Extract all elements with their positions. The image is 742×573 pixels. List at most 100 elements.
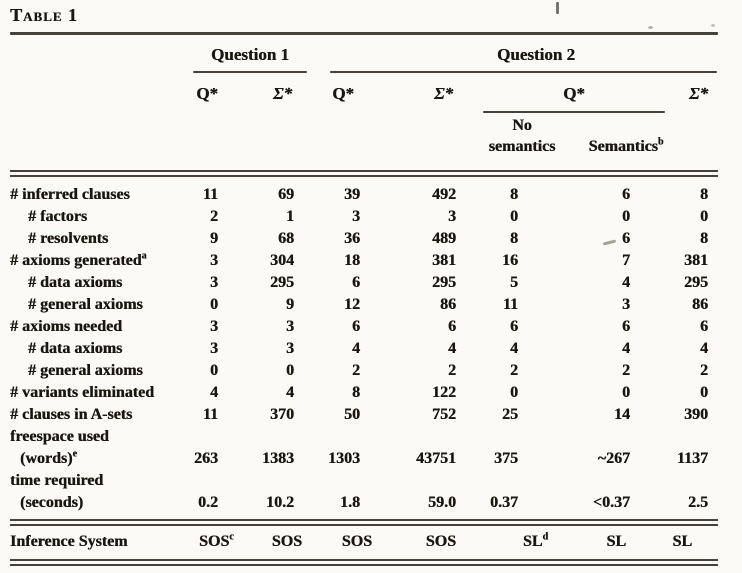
no-semantics-line2: semantics <box>488 138 556 155</box>
cell-q2-sigmastar-2: 86 <box>692 296 708 313</box>
cell-q2-sigmastar: 381 <box>432 252 456 269</box>
cell-q1-qstar: 9 <box>210 230 218 247</box>
cell-q2-sigmastar: 295 <box>432 274 456 291</box>
cell-q1-qstar: 3 <box>210 340 218 357</box>
col-header-q1-sigmastar: Σ* <box>272 84 292 103</box>
cell-q2-no-semantics: 375 <box>494 450 518 467</box>
cell-q1-qstar: 0.2 <box>198 494 218 511</box>
cell-q2-sigmastar-2: 0 <box>700 384 708 401</box>
cell-q2-semantics: <0.37 <box>592 494 630 511</box>
footer-q1-sigmastar: SOS <box>271 533 302 550</box>
question1-group-header: Question 1 <box>211 45 289 64</box>
cell-q2-semantics: 4 <box>622 274 630 291</box>
cell-q2-qstar: 18 <box>344 252 360 269</box>
qstar-subgroup-rule <box>483 111 665 113</box>
footer-q2-qstar: SOS <box>341 533 372 550</box>
cell-q1-qstar: 2 <box>210 208 218 225</box>
cell-q2-sigmastar-2: 2.5 <box>688 494 708 511</box>
cell-q2-semantics: 7 <box>622 252 630 269</box>
cell-q1-qstar: 11 <box>202 186 218 203</box>
row-label: # axioms generateda <box>10 250 147 269</box>
cell-q1-sigmastar: 69 <box>278 186 294 203</box>
cell-q2-sigmastar-2: 2 <box>700 362 708 379</box>
table-title: Table 1 <box>10 5 78 25</box>
cell-q2-no-semantics: 0 <box>510 208 518 225</box>
scan-speck <box>711 24 715 27</box>
cell-q1-qstar: 3 <box>210 252 218 269</box>
cell-q2-sigmastar: 489 <box>432 230 456 247</box>
cell-q1-sigmastar: 3 <box>286 340 294 357</box>
cell-q2-sigmastar-2: 381 <box>684 252 708 269</box>
cell-q2-qstar: 36 <box>344 230 360 247</box>
cell-q1-qstar: 11 <box>202 406 218 423</box>
row-label: # data axioms <box>28 274 123 291</box>
cell-q1-sigmastar: 10.2 <box>266 494 294 511</box>
cell-q1-sigmastar: 1383 <box>262 450 294 467</box>
cell-q2-semantics: 0 <box>622 208 630 225</box>
cell-q2-sigmastar-2: 0 <box>700 208 708 225</box>
cell-q2-qstar: 4 <box>352 340 360 357</box>
cell-q1-sigmastar: 295 <box>270 274 294 291</box>
cell-q2-qstar: 3 <box>352 208 360 225</box>
cell-q2-sigmastar <box>360 470 456 492</box>
col-header-semantics: Semanticsb <box>574 136 678 156</box>
table-footer: Inference System SOSc SOS SOS SOS SLd SL SL <box>10 530 708 554</box>
cell-q2-no-semantics: 25 <box>502 406 518 423</box>
cell-q2-sigmastar: 122 <box>432 384 456 401</box>
cell-q2-qstar: 39 <box>344 186 360 203</box>
cell-q2-semantics: 2 <box>622 362 630 379</box>
cell-q2-no-semantics: 16 <box>502 252 518 269</box>
top-rule <box>10 32 718 35</box>
cell-q1-qstar: 263 <box>194 450 218 467</box>
footer-q2-sigmastar-2: SL <box>672 533 692 550</box>
question2-group-rule <box>330 71 717 73</box>
col-header-q2-qstar: Q* <box>332 84 354 103</box>
cell-q2-sigmastar: 4 <box>448 340 456 357</box>
cell-q2-qstar: 50 <box>344 406 360 423</box>
no-semantics-line1: No <box>512 117 532 134</box>
cell-q2-semantics: ~267 <box>597 450 630 467</box>
cell-q1-sigmastar: 370 <box>270 406 294 423</box>
row-label: freespace used <box>10 428 109 445</box>
cell-q2-sigmastar-2: 390 <box>684 406 708 423</box>
cell-q1-qstar: 0 <box>210 362 218 379</box>
body-footer-separator-rule <box>10 519 718 526</box>
col-header-no-semantics: No semantics <box>466 115 578 157</box>
row-label: # resolvents <box>28 230 109 247</box>
row-label: # factors <box>28 208 88 225</box>
cell-q2-semantics: 6 <box>622 230 630 247</box>
cell-q2-sigmastar: 86 <box>440 296 456 313</box>
question1-group-rule <box>193 71 307 73</box>
cell-q2-qstar: 6 <box>352 318 360 335</box>
cell-q2-no-semantics: 0.37 <box>490 494 518 511</box>
footer-q2-no-semantics: SLd <box>522 531 548 550</box>
scan-speck <box>648 26 653 29</box>
cell-q2-semantics: 6 <box>622 186 630 203</box>
cell-q1-sigmastar: 3 <box>286 318 294 335</box>
cell-q2-sigmastar-2: 6 <box>700 318 708 335</box>
row-label: # clauses in A-sets <box>10 406 133 423</box>
cell-q2-qstar: 8 <box>352 384 360 401</box>
cell-q2-qstar <box>294 426 360 448</box>
cell-q2-sigmastar: 59.0 <box>428 494 456 511</box>
cell-q2-no-semantics <box>456 470 518 492</box>
row-label: # variants eliminated <box>10 384 154 401</box>
col-header-q2-sigmastar: Σ* <box>433 84 453 103</box>
cell-q2-semantics: 0 <box>622 384 630 401</box>
cell-q2-qstar: 2 <box>352 362 360 379</box>
cell-q1-sigmastar <box>218 470 294 492</box>
bottom-rule <box>10 559 718 566</box>
cell-q1-qstar <box>185 470 218 492</box>
cell-q1-qstar: 4 <box>210 384 218 401</box>
cell-q2-sigmastar: 3 <box>448 208 456 225</box>
semantics-label: Semantics <box>588 138 658 155</box>
row-label: (words)e <box>20 448 77 467</box>
cell-q2-qstar: 12 <box>344 296 360 313</box>
cell-q2-sigmastar: 2 <box>448 362 456 379</box>
col-header-q2-sigmastar-2: Σ* <box>688 84 708 103</box>
cell-q2-qstar <box>294 470 360 492</box>
row-label: # general axioms <box>28 362 143 379</box>
cell-q2-sigmastar-2: 295 <box>684 274 708 291</box>
footer-q1-qstar: SOSc <box>199 531 234 550</box>
